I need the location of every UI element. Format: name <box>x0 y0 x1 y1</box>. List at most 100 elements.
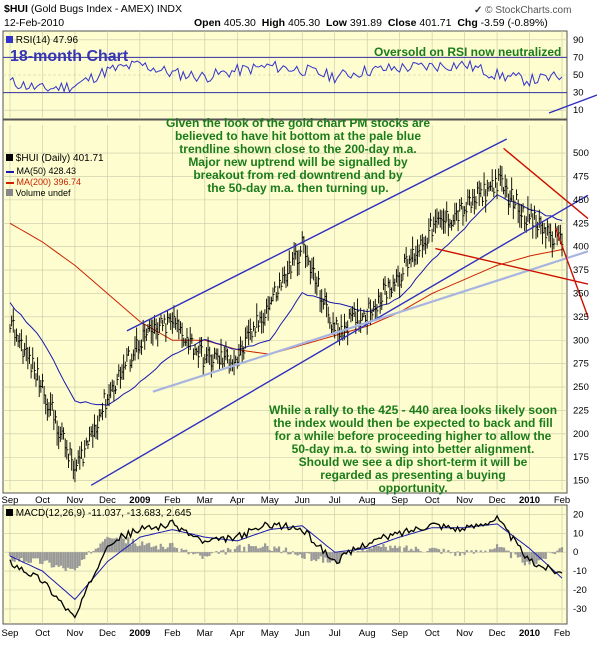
x-tick-label: Aug <box>359 628 376 639</box>
brand-check-icon: ✓ <box>474 5 483 16</box>
x-tick-label: Jun <box>295 628 310 639</box>
legend-volume-text: Volume undef <box>15 188 71 198</box>
price-swatch-icon <box>6 154 13 161</box>
x-tick-label: Sep <box>2 628 19 639</box>
rsi-tick-label: 90 <box>573 35 584 46</box>
annotation-top-line: Given the look of the gold chart PM stoc… <box>165 116 431 130</box>
rsi-line <box>9 59 563 94</box>
high-value: 405.30 <box>287 17 321 29</box>
rsi-note: Oversold on RSI now neutralized <box>374 45 562 59</box>
x-tick-label: Dec <box>99 628 116 639</box>
chart-period-title: 18-month Chart <box>10 48 129 65</box>
low-value: 391.89 <box>349 17 382 29</box>
price-tick-label: 450 <box>573 195 589 206</box>
chg-label: Chg <box>457 17 478 29</box>
low-label: Low <box>325 17 347 29</box>
close-value: 401.71 <box>419 17 452 29</box>
x-tick-label: Dec <box>489 495 506 506</box>
x-tick-label: Nov <box>456 495 473 506</box>
rsi-tick-label: 70 <box>573 52 584 63</box>
volume-swatch-icon <box>6 189 13 196</box>
annotation-bottom-line: opportunity. <box>378 481 448 495</box>
x-tick-label: Feb <box>554 628 570 639</box>
price-tick-label: 475 <box>573 171 589 182</box>
annotation-top-line: trendline shown close to the 200-day m.a… <box>179 142 417 156</box>
open-value: 405.30 <box>223 17 256 29</box>
macd-tick-label: 10 <box>573 528 584 539</box>
x-tick-label: Dec <box>489 628 506 639</box>
legend-ma200-text: MA(200) 396.74 <box>16 177 82 187</box>
ohlc-line: Open 405.30 High 405.30 Low 391.89 Close… <box>194 17 548 29</box>
x-tick-label: Oct <box>425 495 440 506</box>
chart-title: $HUI (Gold Bugs Index - AMEX) INDX <box>4 3 182 15</box>
annotation-top-line: believed to have hit bottom at the pale … <box>174 129 422 143</box>
macd-label: MACD(12,26,9) -11.037, -13.683, 2.645 <box>6 508 191 519</box>
lower-channel-line <box>90 194 589 486</box>
x-tick-label: Mar <box>197 628 213 639</box>
legend-price: $HUI (Daily) 401.71 <box>6 153 104 164</box>
ma50-swatch-icon <box>6 170 14 173</box>
price-tick-label: 150 <box>573 476 589 487</box>
x-tick-label: Apr <box>230 495 245 506</box>
x-tick-label: Feb <box>164 628 180 639</box>
price-tick-label: 350 <box>573 288 589 299</box>
annotation-top-line: breakout from red downtrend and by <box>193 168 403 182</box>
legend-volume: Volume undef <box>6 188 71 198</box>
annotation-bottom-line: for a while before proceeding higher to … <box>274 429 552 443</box>
chart-date: 12-Feb-2010 <box>4 17 65 29</box>
x-tick-label: 2010 <box>519 495 540 506</box>
x-tick-label: Feb <box>554 495 570 506</box>
macd-tick-label: -10 <box>573 566 587 577</box>
rsi-label: RSI(14) 47.96 <box>6 35 78 46</box>
macd-panel <box>2 504 568 625</box>
x-tick-label: Mar <box>197 495 213 506</box>
macd-tick-label: -30 <box>573 604 587 615</box>
x-tick-label: Oct <box>35 495 50 506</box>
legend-ma50-text: MA(50) 428.43 <box>16 166 77 176</box>
rsi-tick-label: 50 <box>573 70 584 81</box>
red-downtrend-lower <box>435 247 589 285</box>
x-tick-label: Jun <box>295 495 310 506</box>
brand: ✓ © StockCharts.com <box>474 5 571 16</box>
red-downtrend-steep <box>554 227 589 318</box>
annotation-bottom-line: the index would then be expected to back… <box>273 416 553 430</box>
upper-channel-line <box>126 138 508 332</box>
index-name: (Gold Bugs Index - AMEX) <box>30 3 154 15</box>
price-tick-label: 200 <box>573 429 589 440</box>
x-tick-label: 2009 <box>129 495 150 506</box>
rsi-tick-label: 30 <box>573 88 584 99</box>
price-panel <box>2 119 568 494</box>
x-tick-label: Apr <box>230 628 245 639</box>
x-tick-label: Jul <box>329 495 341 506</box>
x-tick-label: May <box>261 495 279 506</box>
exchange: INDX <box>156 3 183 15</box>
price-tick-label: 425 <box>573 218 589 229</box>
price-tick-label: 375 <box>573 265 589 276</box>
x-tick-label: 2009 <box>129 628 150 639</box>
price-tick-label: 225 <box>573 405 589 416</box>
macd-swatch-icon <box>6 509 13 516</box>
x-tick-label: Sep <box>391 495 408 506</box>
x-tick-label: Nov <box>66 628 83 639</box>
x-tick-label: Aug <box>359 495 376 506</box>
x-tick-label: Oct <box>35 628 50 639</box>
macd-tick-label: 0 <box>573 547 578 558</box>
x-tick-label: Dec <box>99 495 116 506</box>
channel-line-extension <box>548 94 597 114</box>
x-tick-label: Nov <box>456 628 473 639</box>
x-tick-label: Oct <box>425 628 440 639</box>
legend-ma50: MA(50) 428.43 <box>6 166 76 176</box>
symbol: $HUI <box>4 3 28 15</box>
open-label: Open <box>194 17 221 29</box>
annotation-bottom-line: While a rally to the 425 - 440 area look… <box>268 403 558 417</box>
price-tick-label: 400 <box>573 242 589 253</box>
x-tick-label: May <box>261 628 279 639</box>
annotation-bottom-line: Should we see a dip short-term it will b… <box>298 455 528 469</box>
chg-value: -3.59 (-0.89%) <box>480 17 548 29</box>
high-label: High <box>261 17 286 29</box>
x-tick-label: Jul <box>329 628 341 639</box>
annotation-bottom: While a rally to the 425 - 440 area look… <box>262 404 564 495</box>
rsi-tick-label: 10 <box>573 105 584 116</box>
macd-signal-line <box>9 523 563 601</box>
